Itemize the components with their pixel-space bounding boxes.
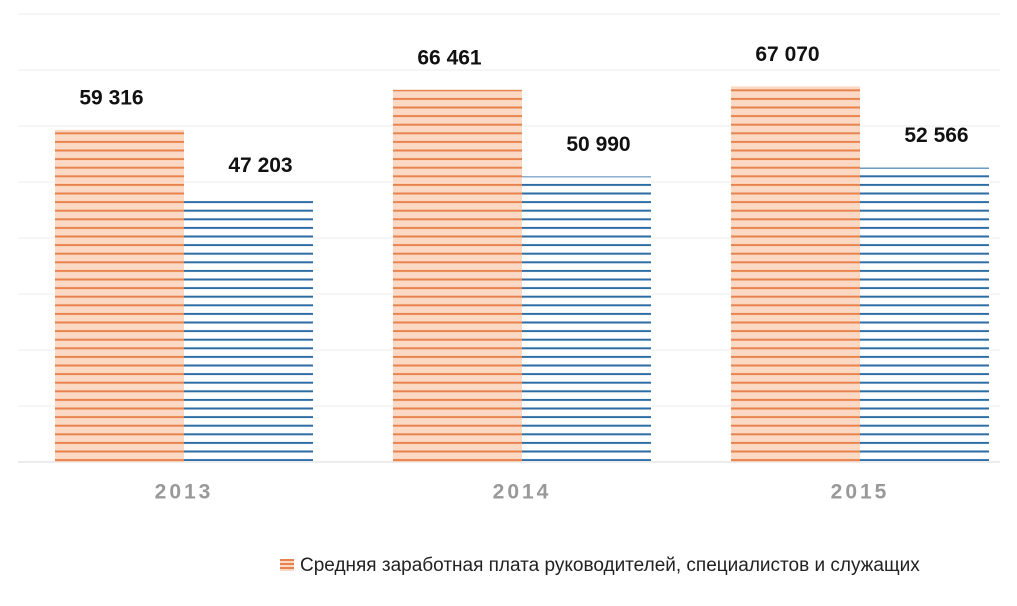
data-label: 50 990 — [566, 133, 630, 156]
data-label: 52 566 — [904, 124, 968, 147]
data-label: 59 316 — [79, 86, 143, 109]
bar — [55, 129, 184, 463]
bar — [860, 167, 989, 462]
x-tick-label: 2014 — [493, 481, 552, 504]
bar — [393, 89, 522, 463]
legend: Средняя заработная плата руководителей, … — [280, 551, 920, 580]
legend-item: Средняя заработная плата руководителей, … — [280, 551, 920, 580]
data-label: 66 461 — [417, 46, 482, 69]
x-tick-label: 2013 — [155, 481, 214, 504]
bar — [522, 176, 651, 462]
bar — [184, 197, 313, 462]
legend-swatch — [280, 559, 294, 571]
data-label: 67 070 — [755, 43, 819, 66]
x-tick-label: 2015 — [831, 481, 890, 504]
bar — [731, 86, 860, 463]
legend-label: Средняя заработная плата руководителей, … — [300, 555, 920, 576]
data-label: 47 203 — [228, 154, 292, 177]
